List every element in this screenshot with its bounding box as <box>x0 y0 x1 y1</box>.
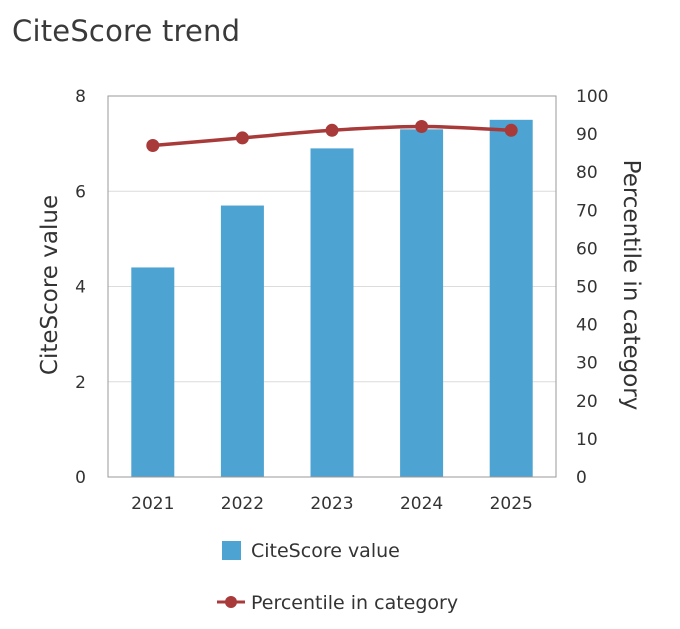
percentile-point-2021 <box>146 139 160 153</box>
left-tick-label: 2 <box>75 373 86 393</box>
x-tick-label: 2024 <box>400 494 443 514</box>
x-axis-ticks: 2021 2022 2023 2024 2025 <box>131 494 533 514</box>
right-axis-title: Percentile in category <box>618 160 644 411</box>
bar-2025 <box>489 119 533 477</box>
right-tick-label: 0 <box>576 468 587 488</box>
left-tick-label: 0 <box>75 468 86 488</box>
x-tick-label: 2023 <box>310 494 353 514</box>
right-tick-label: 20 <box>576 392 598 412</box>
plot-border <box>107 95 557 478</box>
legend-bar-label: CiteScore value <box>251 540 400 562</box>
right-tick-label: 60 <box>576 239 598 259</box>
right-tick-label: 30 <box>576 354 598 374</box>
legend-bar-swatch <box>222 541 241 560</box>
x-tick-label: 2022 <box>221 494 264 514</box>
percentile-point-2024 <box>415 119 429 133</box>
legend: CiteScore value Percentile in category <box>217 540 458 614</box>
bar-series <box>131 119 533 477</box>
left-tick-label: 6 <box>75 182 86 202</box>
left-tick-label: 4 <box>75 278 86 298</box>
bar-2024 <box>400 129 444 477</box>
chart-title: CiteScore trend <box>12 14 241 48</box>
plot-frame <box>107 95 557 478</box>
x-tick-label: 2021 <box>131 494 174 514</box>
percentile-point-2025 <box>504 123 518 137</box>
right-tick-label: 90 <box>576 125 598 145</box>
right-tick-label: 80 <box>576 163 598 183</box>
left-axis-title: CiteScore value <box>37 195 63 375</box>
bar-2023 <box>310 148 354 477</box>
percentile-point-2022 <box>235 131 249 145</box>
right-axis-ticks: 0 10 20 30 40 50 60 70 80 90 100 <box>576 87 608 488</box>
bar-2022 <box>220 205 264 477</box>
bar-2021 <box>131 267 175 477</box>
legend-line-label: Percentile in category <box>251 592 458 614</box>
left-tick-label: 8 <box>75 87 86 107</box>
right-tick-label: 10 <box>576 430 598 450</box>
right-tick-label: 70 <box>576 201 598 221</box>
left-axis-ticks: 0 2 4 6 8 <box>75 87 86 488</box>
line-series <box>146 119 518 153</box>
percentile-point-2023 <box>325 123 339 137</box>
legend-line-marker <box>225 596 237 608</box>
x-tick-label: 2025 <box>490 494 533 514</box>
right-tick-label: 50 <box>576 278 598 298</box>
right-tick-label: 100 <box>576 87 608 107</box>
right-tick-label: 40 <box>576 316 598 336</box>
